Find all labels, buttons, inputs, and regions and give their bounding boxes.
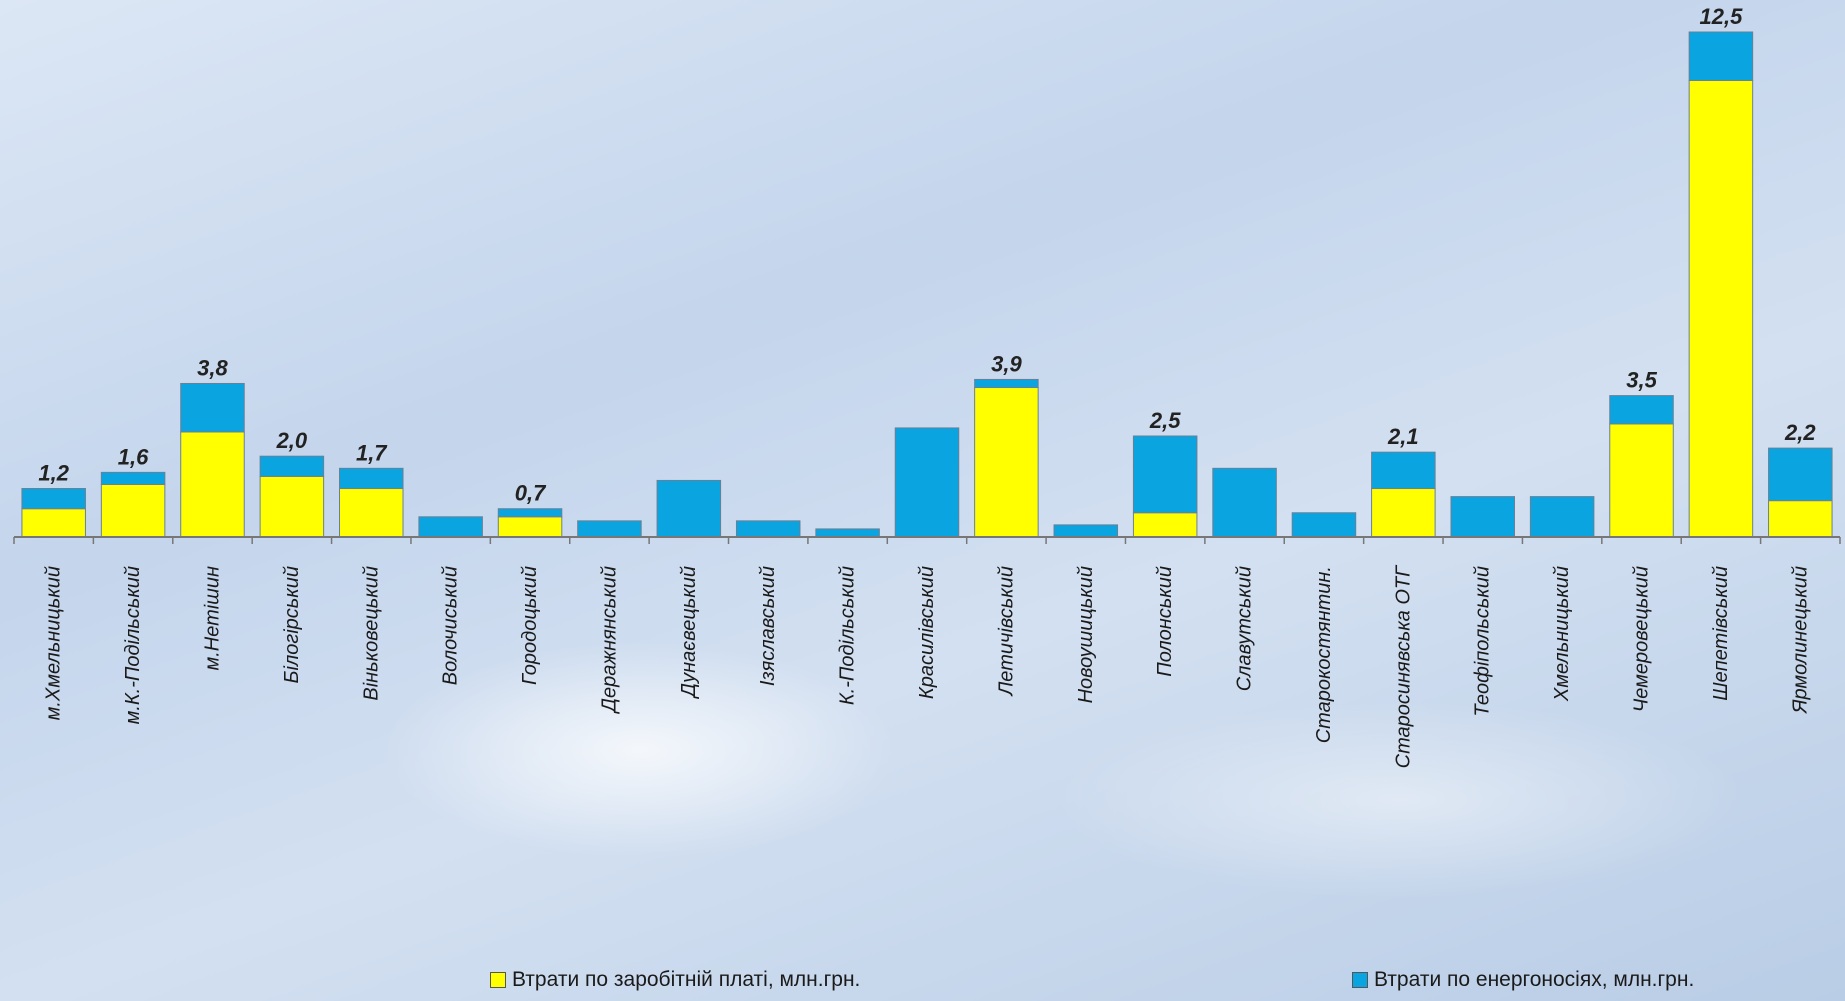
total-value-label-2: 3,8 (197, 355, 228, 380)
bar-segment-energy-5 (418, 516, 483, 538)
bar-segment-energy-19 (1529, 496, 1595, 538)
bar-segment-wages-2 (180, 431, 245, 538)
legend-item-energy: Втрати по енергоносіях, млн.грн. (1352, 967, 1694, 993)
category-label-21: Шепетівський (1710, 566, 1732, 701)
bar-segment-wages-1 (100, 483, 166, 538)
total-value-label-14: 2,5 (1149, 408, 1181, 433)
bar-segment-energy-7 (577, 520, 642, 538)
category-label-17: Старосинявська ОТГ (1392, 564, 1414, 768)
category-label-19: Хмельницький (1551, 566, 1573, 702)
bar-segment-energy-15 (1212, 467, 1277, 538)
bar-segment-wages-21 (1688, 79, 1754, 538)
category-label-22: Ярмолинецький (1789, 566, 1811, 714)
total-value-label-17: 2,1 (1387, 424, 1419, 449)
bar-segment-wages-4 (339, 488, 404, 538)
total-value-label-3: 2,0 (276, 428, 308, 453)
bar-segment-wages-0 (21, 508, 86, 538)
bar-segment-energy-18 (1450, 496, 1515, 538)
bar-segment-energy-0 (21, 488, 86, 510)
category-label-18: Теофіпольський (1472, 566, 1494, 717)
bar-segment-energy-9 (735, 520, 801, 538)
bar-segment-wages-17 (1371, 488, 1436, 538)
legend-item-wages: Втрати по заробітній платі, млн.грн. (490, 967, 860, 993)
total-value-label-4: 1,7 (356, 440, 388, 465)
category-label-2: м.Нетішин (201, 566, 223, 670)
total-value-label-12: 3,9 (991, 351, 1022, 376)
total-value-label-6: 0,7 (515, 481, 547, 506)
background-glow-right (1050, 700, 1750, 900)
bar-segment-energy-17 (1371, 451, 1436, 490)
bar-segment-energy-2 (180, 382, 245, 433)
category-label-12: Летичівський (995, 566, 1017, 697)
category-label-11: Красилівський (916, 566, 938, 699)
bar-segment-energy-14 (1132, 435, 1198, 514)
bar-segment-wages-22 (1768, 500, 1833, 538)
bar-segment-wages-6 (497, 516, 563, 538)
bar-segment-energy-20 (1609, 395, 1674, 425)
background-glow-left (380, 640, 900, 860)
category-label-3: Білогірський (281, 566, 303, 684)
category-label-10: К.-Подільський (837, 566, 859, 705)
bar-segment-energy-22 (1768, 447, 1833, 502)
bar-segment-energy-3 (259, 455, 325, 477)
x-axis-ticks (13, 537, 1841, 544)
bar-segment-wages-3 (259, 475, 325, 538)
legend-label-wages: Втрати по заробітній платі, млн.грн. (512, 968, 861, 991)
legend-label-energy: Втрати по енергоносіях, млн.грн. (1374, 968, 1695, 991)
bars-layer (21, 31, 1833, 538)
category-label-8: Дунаєвецький (678, 566, 700, 699)
total-value-label-21: 12,5 (1699, 4, 1743, 29)
total-value-labels: 1,2 1,6 3,8 2,0 1,7 0,7 3,9 2,5 2,1 3,5 12,5 2,2 (38, 4, 1816, 506)
category-labels: м.Хмельницький м.К.-Подільський м.Нетішин Б… (43, 564, 1812, 768)
bar-segment-energy-16 (1291, 512, 1357, 538)
bar-segment-energy-12 (974, 378, 1039, 389)
category-label-13: Новоушицький (1075, 566, 1097, 703)
bar-segment-energy-4 (339, 467, 404, 490)
bar-segment-wages-20 (1609, 423, 1674, 538)
bar-segment-wages-14 (1132, 512, 1198, 538)
bar-segment-energy-11 (894, 427, 960, 538)
total-value-label-0: 1,2 (38, 461, 69, 486)
category-label-6: Городоцький (519, 566, 541, 685)
category-label-9: Ізяславський (757, 566, 779, 686)
bar-segment-energy-6 (497, 508, 563, 518)
bar-segment-energy-13 (1053, 524, 1119, 538)
legend-swatch-energy (1352, 972, 1368, 988)
category-label-14: Полонський (1154, 566, 1176, 677)
bar-segment-energy-21 (1688, 31, 1754, 81)
bar-segment-energy-10 (815, 528, 880, 538)
category-label-16: Старокостянтин. (1313, 566, 1335, 743)
total-value-label-20: 3,5 (1626, 368, 1657, 393)
bar-segment-wages-12 (974, 387, 1039, 538)
bar-segment-energy-1 (100, 471, 166, 485)
category-label-5: Волочиський (440, 566, 462, 685)
category-label-0: м.Хмельницький (43, 566, 65, 720)
total-value-label-22: 2,2 (1784, 420, 1816, 445)
total-value-label-1: 1,6 (118, 444, 149, 469)
category-label-7: Деражнянський (598, 566, 620, 714)
category-label-15: Славутський (1234, 566, 1256, 691)
bar-segment-energy-8 (656, 479, 722, 538)
category-label-1: м.К.-Подільський (122, 566, 144, 724)
legend-swatch-wages (490, 972, 506, 988)
category-label-20: Чемеровецький (1631, 566, 1653, 712)
category-label-4: Віньковецький (360, 566, 382, 701)
